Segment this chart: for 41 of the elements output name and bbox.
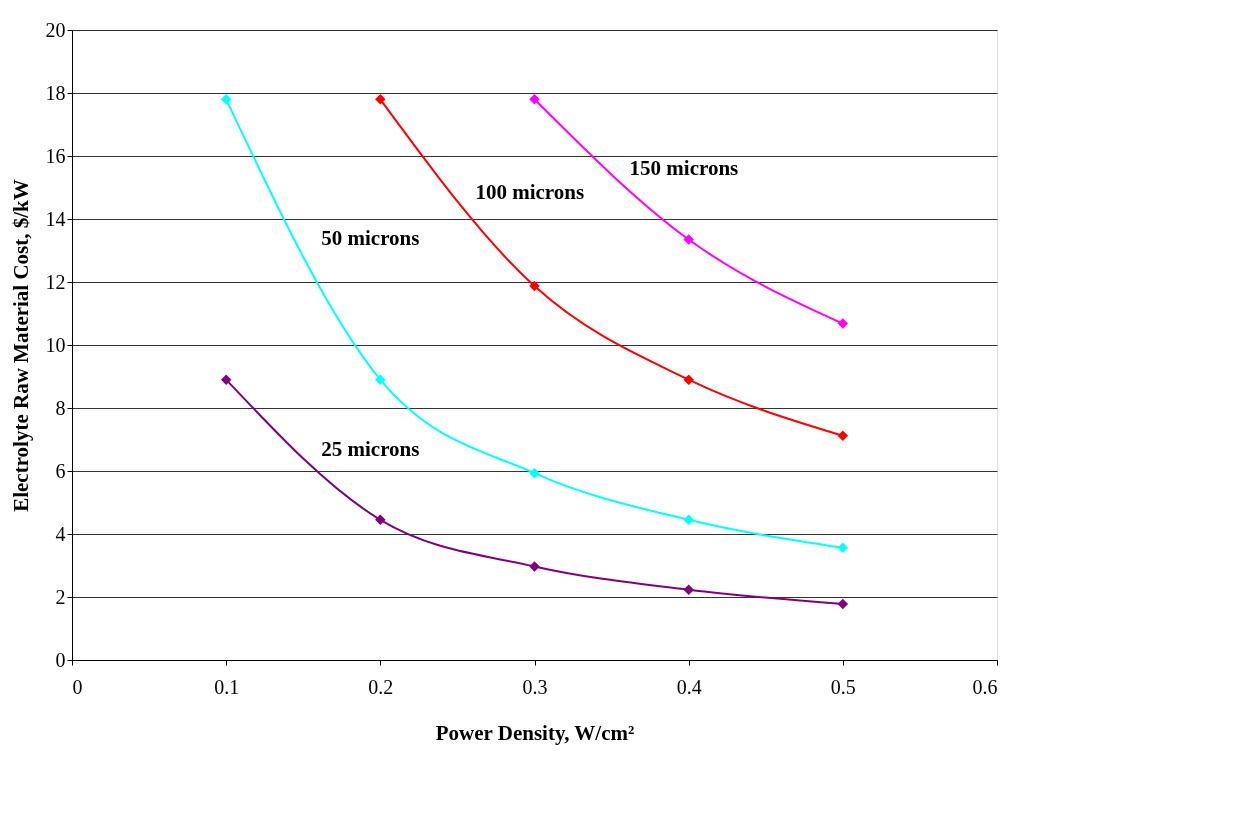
x-tick-label: 0.2 (368, 675, 394, 698)
point (529, 94, 540, 105)
y-tick-label: 14 (45, 207, 66, 230)
y-tick-label: 8 (55, 396, 66, 419)
point (529, 280, 540, 292)
point (375, 514, 386, 526)
y-tick-label: 16 (45, 144, 66, 167)
series-label: 100 microns (475, 179, 585, 204)
x-tick-label: 0.3 (522, 675, 548, 698)
y-tick-label: 12 (45, 270, 66, 293)
y-tick-label: 20 (45, 18, 66, 41)
x-tick-label: 0.5 (830, 675, 856, 698)
y-tick-label: 10 (45, 333, 66, 356)
point (375, 94, 386, 105)
point (220, 374, 232, 385)
x-tick-label: 0.1 (214, 675, 240, 698)
point (837, 542, 849, 554)
x-tick-label: 0.4 (676, 675, 702, 698)
point (683, 584, 694, 595)
point (529, 467, 540, 479)
x-tick-label: 0 (72, 675, 83, 698)
series-label: 150 microns (629, 156, 739, 181)
point (683, 374, 694, 385)
x-tick-label: 0.6 (972, 675, 998, 698)
y-tick-label: 18 (45, 81, 66, 104)
point (683, 234, 694, 245)
y-tick-label: 4 (55, 522, 66, 545)
point (837, 318, 849, 329)
y-axis-title: Electrolyte Raw Material Cost, $/kW (8, 179, 33, 512)
series-label: 25 microns (321, 436, 420, 461)
point (837, 598, 849, 610)
y-tick-label: 0 (55, 648, 66, 671)
point (683, 514, 694, 526)
point (375, 374, 386, 385)
series-label: 50 microns (321, 226, 420, 251)
x-axis-title: Power Density, W/cm² (435, 720, 635, 745)
point (220, 94, 232, 105)
y-tick-label: 6 (55, 459, 66, 482)
point (529, 561, 540, 572)
point (837, 430, 849, 441)
y-tick-label: 2 (55, 585, 66, 608)
